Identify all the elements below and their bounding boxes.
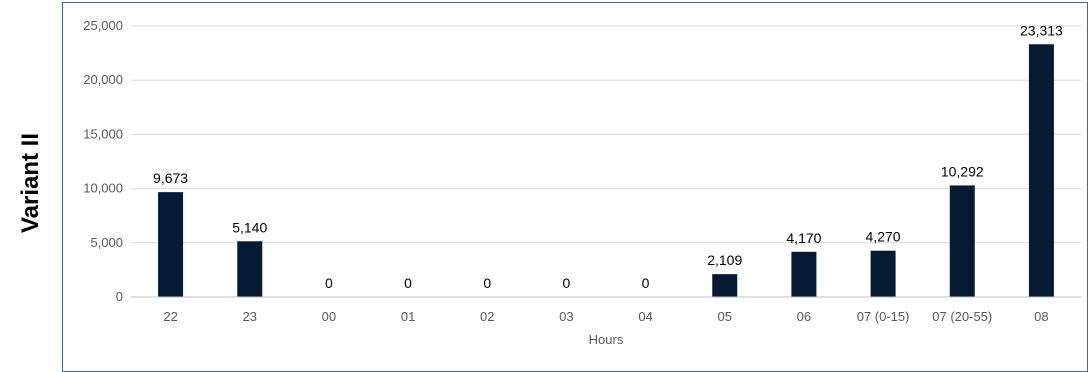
y-tick-label: 0 xyxy=(116,289,123,304)
bar xyxy=(712,274,738,297)
data-label: 0 xyxy=(325,275,333,291)
x-tick-label: 00 xyxy=(322,309,336,324)
y-tick-label: 10,000 xyxy=(83,181,123,196)
data-label: 0 xyxy=(642,275,650,291)
bars xyxy=(158,44,1054,297)
data-label: 0 xyxy=(563,275,571,291)
bar-chart: 0 5,000 10,000 15,000 20,000 25,000 9,673 5,14… xyxy=(83,18,1081,347)
x-tick-label: 07 (20-55) xyxy=(932,309,992,324)
x-axis-title: Hours xyxy=(589,332,624,347)
x-tick-label: 07 (0-15) xyxy=(857,309,910,324)
bar xyxy=(237,241,263,297)
bar xyxy=(158,192,184,297)
x-tick-label: 04 xyxy=(638,309,652,324)
data-labels: 9,673 5,140 0 0 0 0 0 2,109 4,170 4,270 10,292 23,3… xyxy=(153,22,1063,291)
data-label: 0 xyxy=(404,275,412,291)
x-tick-label: 23 xyxy=(243,309,257,324)
data-label: 0 xyxy=(483,275,491,291)
bar xyxy=(949,185,975,297)
x-tick-label: 22 xyxy=(163,309,177,324)
chart-side-title: Variant II xyxy=(17,132,45,233)
x-tick-label: 08 xyxy=(1034,309,1048,324)
y-tick-label: 20,000 xyxy=(83,72,123,87)
y-tick-label: 5,000 xyxy=(90,235,123,250)
x-tick-label: 03 xyxy=(559,309,573,324)
x-tick-label: 01 xyxy=(401,309,415,324)
bar xyxy=(870,250,896,297)
data-label: 4,270 xyxy=(866,229,901,245)
data-label: 5,140 xyxy=(232,219,267,235)
x-axis-ticks: 22 23 00 01 02 03 04 05 06 07 (0-15) 07 (20-55) 08 xyxy=(163,309,1048,324)
x-tick-label: 05 xyxy=(718,309,732,324)
gridlines xyxy=(131,25,1081,244)
chart-side-title-container: Variant II xyxy=(0,0,62,365)
data-label: 10,292 xyxy=(941,163,984,179)
data-label: 2,109 xyxy=(707,252,742,268)
x-tick-label: 02 xyxy=(480,309,494,324)
bar xyxy=(1028,44,1054,297)
y-axis-ticks: 0 5,000 10,000 15,000 20,000 25,000 xyxy=(83,18,123,304)
y-tick-label: 15,000 xyxy=(83,126,123,141)
x-tick-label: 06 xyxy=(797,309,811,324)
bar xyxy=(791,251,817,297)
y-tick-label: 25,000 xyxy=(83,18,123,33)
data-label: 23,313 xyxy=(1020,22,1063,38)
data-label: 9,673 xyxy=(153,170,188,186)
data-label: 4,170 xyxy=(786,230,821,246)
chart-frame: 0 5,000 10,000 15,000 20,000 25,000 9,673 5,14… xyxy=(62,2,1088,372)
